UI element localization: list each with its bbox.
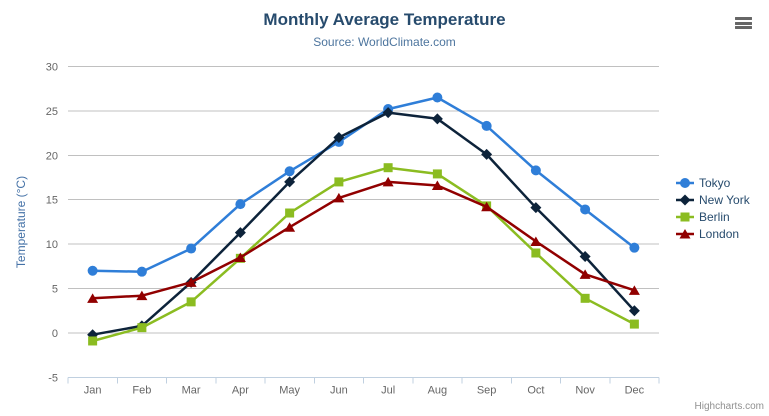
data-point-berlin[interactable] bbox=[432, 169, 442, 179]
chart-subtitle: Source: WorldClimate.com bbox=[313, 35, 456, 49]
x-axis-label: Aug bbox=[428, 384, 448, 396]
data-point-new-york[interactable] bbox=[481, 148, 493, 160]
data-point-tokyo[interactable] bbox=[235, 199, 246, 210]
x-axis-label: Jul bbox=[381, 384, 395, 396]
data-point-london[interactable] bbox=[333, 192, 345, 203]
data-point-london[interactable] bbox=[628, 285, 640, 295]
data-point-tokyo[interactable] bbox=[186, 243, 197, 254]
legend-marker-shape[interactable] bbox=[680, 177, 690, 188]
legend-item-london[interactable]: London bbox=[676, 225, 750, 242]
data-point-berlin[interactable] bbox=[383, 163, 393, 173]
y-axis-label: 15 bbox=[46, 195, 58, 207]
data-point-berlin[interactable] bbox=[137, 323, 147, 333]
legend: Tokyo New York Berlin London bbox=[676, 174, 750, 242]
data-point-london[interactable] bbox=[284, 222, 296, 232]
y-axis-label: 0 bbox=[52, 328, 58, 340]
legend-item-label: London bbox=[699, 226, 740, 241]
legend-square-icon bbox=[676, 212, 694, 221]
x-axis-label: May bbox=[279, 384, 300, 396]
legend-item-label: Tokyo bbox=[699, 175, 731, 190]
x-axis-label: Mar bbox=[182, 384, 201, 396]
x-axis-label: Jun bbox=[330, 384, 348, 396]
legend-item-tokyo[interactable]: Tokyo bbox=[676, 174, 750, 191]
y-axis-label: 30 bbox=[46, 61, 58, 73]
data-point-berlin[interactable] bbox=[285, 208, 295, 218]
data-point-tokyo[interactable] bbox=[284, 166, 295, 177]
hamburger-menu-icon bbox=[733, 17, 753, 29]
data-point-london[interactable] bbox=[382, 176, 394, 187]
legend-item-berlin[interactable]: Berlin bbox=[676, 208, 750, 225]
x-axis-label: Dec bbox=[625, 384, 645, 396]
legend-item-label: Berlin bbox=[699, 209, 730, 224]
data-point-london[interactable] bbox=[185, 277, 197, 287]
x-axis-label: Oct bbox=[527, 384, 544, 396]
legend-item-label: New York bbox=[699, 192, 750, 207]
data-point-new-york[interactable] bbox=[382, 107, 394, 119]
x-axis-label: Feb bbox=[132, 384, 151, 396]
data-point-tokyo[interactable] bbox=[136, 266, 147, 277]
data-point-tokyo[interactable] bbox=[580, 204, 591, 215]
legend-circle-icon bbox=[676, 177, 694, 188]
data-point-new-york[interactable] bbox=[284, 176, 296, 188]
data-point-london[interactable] bbox=[579, 269, 591, 279]
legend-marker-shape[interactable] bbox=[680, 212, 690, 221]
legend-marker-shape[interactable] bbox=[679, 228, 691, 239]
series-line-berlin[interactable] bbox=[91, 166, 636, 343]
data-point-london[interactable] bbox=[136, 290, 148, 301]
x-axis-label: Sep bbox=[477, 384, 497, 396]
series-line-new-york[interactable] bbox=[91, 111, 636, 336]
data-point-london[interactable] bbox=[431, 180, 443, 190]
data-point-new-york[interactable] bbox=[579, 251, 591, 263]
data-point-tokyo[interactable] bbox=[530, 165, 541, 176]
data-point-berlin[interactable] bbox=[186, 297, 196, 307]
data-point-berlin[interactable] bbox=[531, 248, 541, 258]
chart-title: Monthly Average Temperature bbox=[263, 10, 506, 29]
legend-triangle-icon bbox=[676, 228, 694, 239]
x-axis-label: Nov bbox=[575, 384, 595, 396]
data-point-london[interactable] bbox=[234, 252, 246, 262]
data-point-london[interactable] bbox=[530, 236, 542, 246]
data-point-new-york[interactable] bbox=[431, 113, 443, 125]
data-point-london[interactable] bbox=[481, 201, 493, 212]
x-axis-label: Jan bbox=[84, 384, 102, 396]
data-point-london[interactable] bbox=[87, 293, 99, 303]
data-point-new-york[interactable] bbox=[628, 305, 640, 317]
y-axis-label: 20 bbox=[46, 150, 58, 162]
highcharts-credits-link[interactable]: Highcharts.com bbox=[694, 401, 764, 412]
data-point-tokyo[interactable] bbox=[481, 120, 492, 131]
data-point-berlin[interactable] bbox=[629, 319, 639, 329]
data-point-new-york[interactable] bbox=[333, 131, 345, 143]
y-axis-label: -5 bbox=[48, 372, 58, 384]
legend-item-new-york[interactable]: New York bbox=[676, 191, 750, 208]
data-point-berlin[interactable] bbox=[88, 336, 98, 346]
data-point-new-york[interactable] bbox=[530, 202, 542, 214]
legend-diamond-icon bbox=[676, 194, 694, 205]
data-point-tokyo[interactable] bbox=[432, 92, 443, 103]
export-menu-button[interactable] bbox=[731, 15, 755, 37]
data-point-tokyo[interactable] bbox=[629, 242, 640, 253]
y-axis-label: 25 bbox=[46, 106, 58, 118]
data-point-new-york[interactable] bbox=[234, 227, 246, 239]
y-axis-label: 5 bbox=[52, 284, 58, 296]
x-axis-label: Apr bbox=[232, 384, 249, 396]
data-point-tokyo[interactable] bbox=[87, 265, 98, 276]
data-point-berlin[interactable] bbox=[580, 293, 590, 303]
series-line-tokyo[interactable] bbox=[91, 96, 636, 273]
series-line-london[interactable] bbox=[91, 180, 636, 300]
y-axis-title: Temperature (°C) bbox=[14, 176, 28, 268]
legend-marker-shape[interactable] bbox=[679, 194, 691, 205]
data-point-berlin[interactable] bbox=[334, 177, 344, 187]
y-axis-label: 10 bbox=[46, 239, 58, 251]
